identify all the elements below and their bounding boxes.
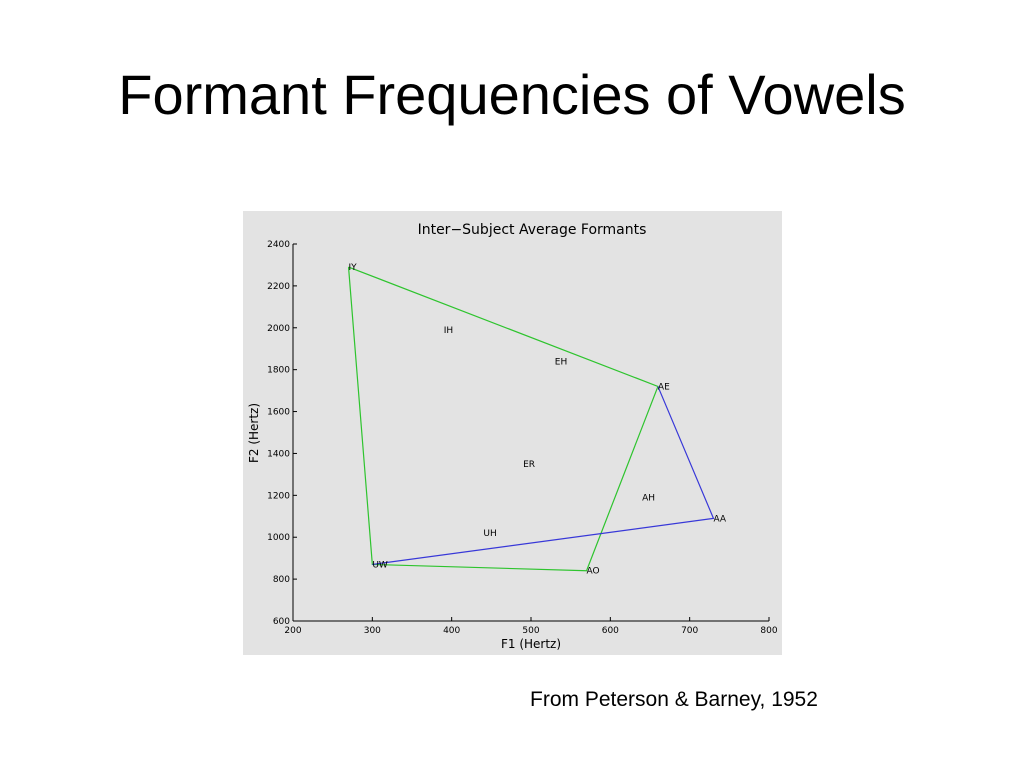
vowel-label: IY bbox=[349, 263, 358, 273]
x-tick-label: 700 bbox=[681, 626, 698, 636]
vowel-label: UW bbox=[372, 560, 388, 570]
vowel-label: IH bbox=[444, 326, 453, 336]
y-tick-label: 2000 bbox=[267, 324, 290, 334]
vowel-label: AH bbox=[642, 493, 655, 503]
x-tick-label: 800 bbox=[760, 626, 777, 636]
vowel-label: UH bbox=[483, 529, 496, 539]
polygon-line bbox=[347, 266, 659, 572]
x-tick-label: 300 bbox=[364, 626, 381, 636]
caption: From Peterson & Barney, 1952 bbox=[530, 688, 818, 711]
y-tick-label: 800 bbox=[273, 575, 290, 585]
x-tick-label: 600 bbox=[602, 626, 619, 636]
y-tick-label: 1800 bbox=[267, 366, 290, 376]
y-tick-label: 1400 bbox=[267, 449, 290, 459]
chart-background bbox=[243, 211, 782, 655]
y-tick-label: 1000 bbox=[267, 533, 290, 543]
y-axis-label: F2 (Hertz) bbox=[247, 403, 261, 463]
vowel-label: AE bbox=[658, 382, 670, 392]
y-tick-label: 1200 bbox=[267, 491, 290, 501]
y-tick-label: 2400 bbox=[267, 240, 290, 250]
x-tick-label: 200 bbox=[284, 626, 301, 636]
y-tick-label: 1600 bbox=[267, 408, 290, 418]
vowel-label: EH bbox=[555, 357, 567, 367]
chart-title: Inter−Subject Average Formants bbox=[418, 222, 647, 238]
polygon-line bbox=[372, 386, 715, 566]
y-tick-label: 2200 bbox=[267, 282, 290, 292]
x-tick-label: 500 bbox=[522, 626, 539, 636]
vowel-label: AO bbox=[587, 567, 600, 577]
x-tick-label: 400 bbox=[443, 626, 460, 636]
y-tick-label: 600 bbox=[273, 617, 290, 627]
vowel-label: ER bbox=[523, 460, 535, 470]
slide-title: Formant Frequencies of Vowels bbox=[118, 63, 906, 126]
vowel-label: AA bbox=[713, 514, 726, 524]
x-axis-label: F1 (Hertz) bbox=[501, 637, 561, 651]
